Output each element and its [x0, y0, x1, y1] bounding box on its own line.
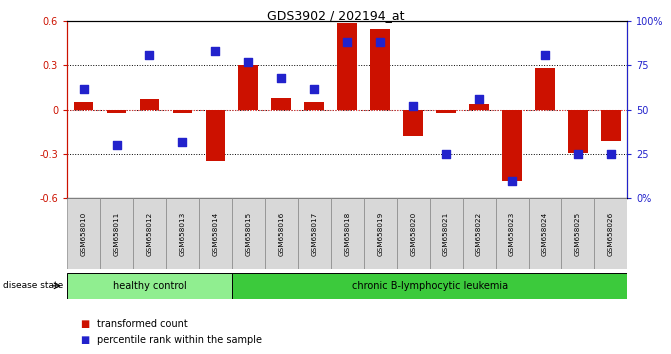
Point	[243, 59, 254, 65]
Text: GSM658016: GSM658016	[278, 212, 285, 256]
Text: GSM658022: GSM658022	[476, 212, 482, 256]
Point	[605, 151, 616, 157]
Bar	[496, 198, 529, 269]
Text: transformed count: transformed count	[97, 319, 188, 329]
Text: ■: ■	[81, 335, 90, 345]
Text: GSM658025: GSM658025	[575, 212, 581, 256]
Point	[144, 52, 155, 58]
Bar	[166, 198, 199, 269]
Point	[539, 52, 550, 58]
Point	[210, 48, 221, 54]
Bar	[298, 198, 331, 269]
Bar	[265, 198, 298, 269]
Text: GDS3902 / 202194_at: GDS3902 / 202194_at	[267, 9, 404, 22]
Bar	[370, 29, 390, 110]
Point	[177, 139, 188, 144]
Bar	[364, 198, 397, 269]
Bar	[74, 102, 93, 110]
Bar	[107, 110, 126, 113]
Text: GSM658026: GSM658026	[608, 212, 614, 256]
Point	[474, 96, 484, 102]
Point	[375, 40, 386, 45]
Point	[111, 142, 122, 148]
Point	[572, 151, 583, 157]
Text: GSM658023: GSM658023	[509, 212, 515, 256]
Bar	[232, 273, 627, 299]
Bar	[469, 104, 489, 110]
Bar	[205, 110, 225, 161]
Bar	[403, 110, 423, 136]
Bar	[562, 198, 595, 269]
Bar	[199, 198, 232, 269]
Point	[441, 151, 452, 157]
Bar	[140, 99, 160, 110]
Text: GSM658019: GSM658019	[377, 212, 383, 256]
Text: GSM658020: GSM658020	[410, 212, 416, 256]
Text: GSM658013: GSM658013	[179, 212, 185, 256]
Text: GSM658017: GSM658017	[311, 212, 317, 256]
Bar	[238, 65, 258, 110]
Text: GSM658021: GSM658021	[443, 212, 449, 256]
Point	[507, 178, 517, 183]
Bar	[595, 198, 627, 269]
Bar	[272, 98, 291, 110]
Text: GSM658024: GSM658024	[542, 212, 548, 256]
Text: GSM658014: GSM658014	[213, 212, 219, 256]
Bar	[100, 198, 133, 269]
Bar	[462, 198, 496, 269]
Bar	[305, 102, 324, 110]
Bar	[331, 198, 364, 269]
Bar	[502, 110, 522, 181]
Text: GSM658012: GSM658012	[146, 212, 152, 256]
Point	[276, 75, 287, 81]
Bar	[568, 110, 588, 153]
Bar	[436, 110, 456, 113]
Bar	[397, 198, 429, 269]
Bar	[172, 110, 193, 113]
Text: chronic B-lymphocytic leukemia: chronic B-lymphocytic leukemia	[352, 281, 508, 291]
Bar	[232, 198, 265, 269]
Point	[309, 86, 319, 91]
Text: disease state: disease state	[3, 281, 64, 290]
Bar	[535, 68, 555, 110]
Text: GSM658011: GSM658011	[113, 212, 119, 256]
Text: percentile rank within the sample: percentile rank within the sample	[97, 335, 262, 345]
Bar	[67, 198, 100, 269]
Point	[408, 103, 419, 109]
Bar	[67, 273, 232, 299]
Text: GSM658015: GSM658015	[246, 212, 252, 256]
Text: GSM658018: GSM658018	[344, 212, 350, 256]
Bar	[133, 198, 166, 269]
Bar	[429, 198, 462, 269]
Bar	[338, 23, 357, 110]
Text: ■: ■	[81, 319, 90, 329]
Text: GSM658010: GSM658010	[81, 212, 87, 256]
Bar	[601, 110, 621, 141]
Point	[342, 40, 353, 45]
Point	[79, 86, 89, 91]
Bar	[529, 198, 562, 269]
Text: healthy control: healthy control	[113, 281, 187, 291]
